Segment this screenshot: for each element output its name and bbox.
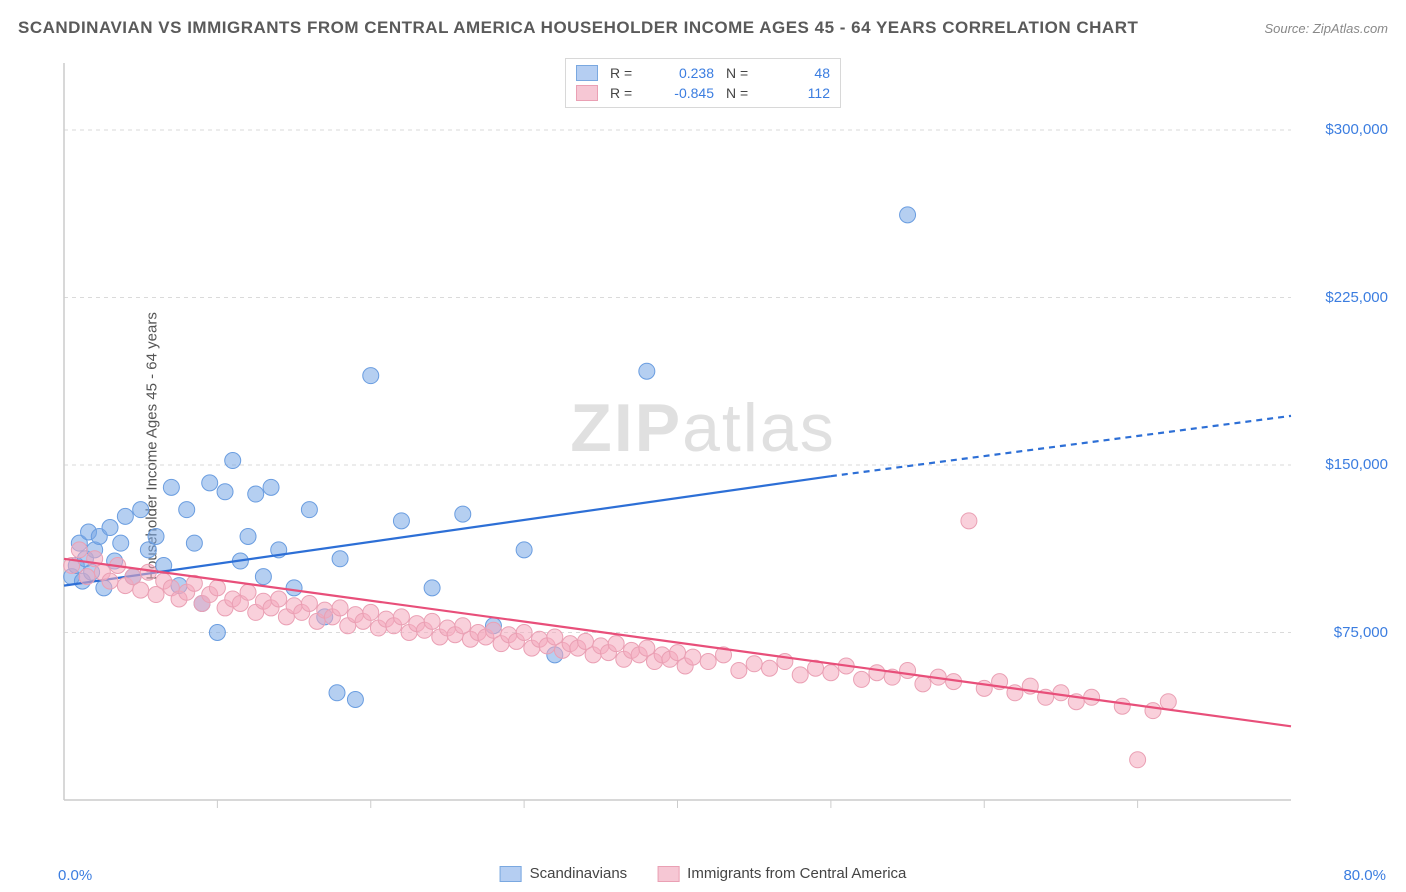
r-value-1: -0.845 [652,85,714,101]
correlation-legend: R = 0.238 N = 48 R = -0.845 N = 112 [565,58,841,108]
y-tick-label: $75,000 [1334,624,1388,641]
y-tick-label: $300,000 [1325,121,1388,138]
legend-label: Scandinavians [530,865,628,882]
source-label: Source: ZipAtlas.com [1264,21,1388,36]
y-tick-label: $225,000 [1325,289,1388,306]
chart-title: SCANDINAVIAN VS IMMIGRANTS FROM CENTRAL … [18,18,1138,38]
n-label: N = [726,85,756,101]
swatch-icon [576,85,598,101]
scatter-chart [56,55,1376,845]
n-label: N = [726,65,756,81]
n-value-0: 48 [768,65,830,81]
swatch-icon [500,866,522,882]
legend-row-central-america: R = -0.845 N = 112 [576,83,830,103]
legend-label: Immigrants from Central America [687,865,906,882]
swatch-icon [657,866,679,882]
r-value-0: 0.238 [652,65,714,81]
legend-item-central-america: Immigrants from Central America [657,865,906,882]
y-tick-label: $150,000 [1325,456,1388,473]
legend-item-scandinavians: Scandinavians [500,865,628,882]
n-value-1: 112 [768,85,830,101]
swatch-icon [576,65,598,81]
r-label: R = [610,85,640,101]
series-legend: Scandinavians Immigrants from Central Am… [500,865,907,882]
r-label: R = [610,65,640,81]
plot-area [56,55,1376,845]
x-axis-max-label: 80.0% [1343,867,1386,884]
x-axis-min-label: 0.0% [58,867,92,884]
legend-row-scandinavians: R = 0.238 N = 48 [576,63,830,83]
